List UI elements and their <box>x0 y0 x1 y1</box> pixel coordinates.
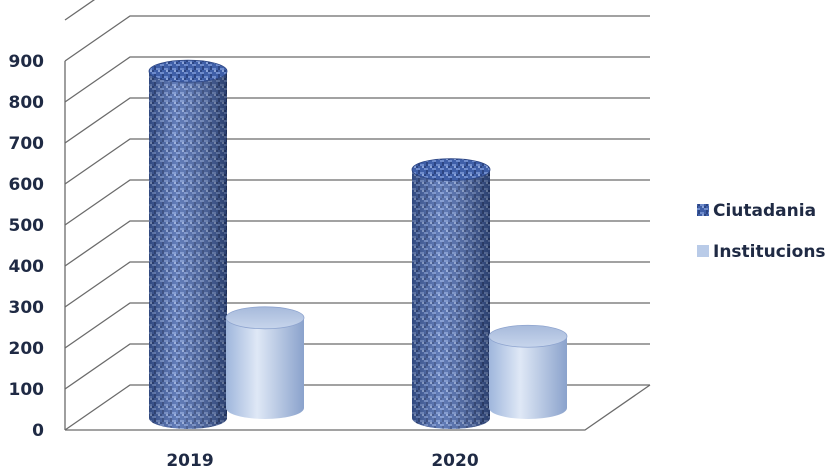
gridline <box>64 0 96 21</box>
bar-shade <box>149 71 227 429</box>
x-axis-categories: 2019 2020 <box>166 451 478 470</box>
x-category-label: 2020 <box>431 451 478 470</box>
bar-body <box>226 317 304 419</box>
legend-label: Ciutadania <box>713 201 816 221</box>
y-tick-label: 0 <box>32 421 44 441</box>
bar-top <box>148 59 228 83</box>
bar-top <box>488 324 568 348</box>
legend-swatch <box>697 204 709 216</box>
gridline <box>64 97 650 144</box>
y-tick-label: 900 <box>9 52 45 72</box>
y-tick-label: 400 <box>9 257 45 277</box>
y-tick-label: 200 <box>9 339 45 359</box>
y-tick-label: 300 <box>9 298 45 318</box>
y-tick-label: 800 <box>9 93 45 113</box>
bar-top <box>225 306 305 330</box>
gridline <box>64 15 650 62</box>
bar-institucions-2020 <box>488 324 568 419</box>
y-tick-label: 500 <box>9 216 45 236</box>
bar-shade <box>412 169 490 429</box>
bar-institucions-2019 <box>225 306 305 419</box>
y-tick-label: 700 <box>9 134 45 154</box>
gridline <box>64 138 650 185</box>
gridlines <box>64 0 651 431</box>
bars <box>148 59 568 429</box>
bar-top <box>411 158 491 182</box>
bar-ciutadania-2020 <box>411 158 491 429</box>
x-category-label: 2019 <box>166 451 213 470</box>
bar-body <box>489 336 567 419</box>
y-tick-label: 100 <box>9 380 45 400</box>
bar-ciutadania-2019 <box>148 59 228 429</box>
floor-edge <box>65 384 651 431</box>
legend-label: Institucions <box>713 242 826 262</box>
legend: Ciutadania Institucions <box>697 201 826 262</box>
gridline <box>64 56 650 103</box>
y-axis-ticks: 0 100 200 300 400 500 600 700 800 900 <box>9 52 45 441</box>
y-tick-label: 600 <box>9 175 45 195</box>
legend-swatch <box>697 245 709 257</box>
